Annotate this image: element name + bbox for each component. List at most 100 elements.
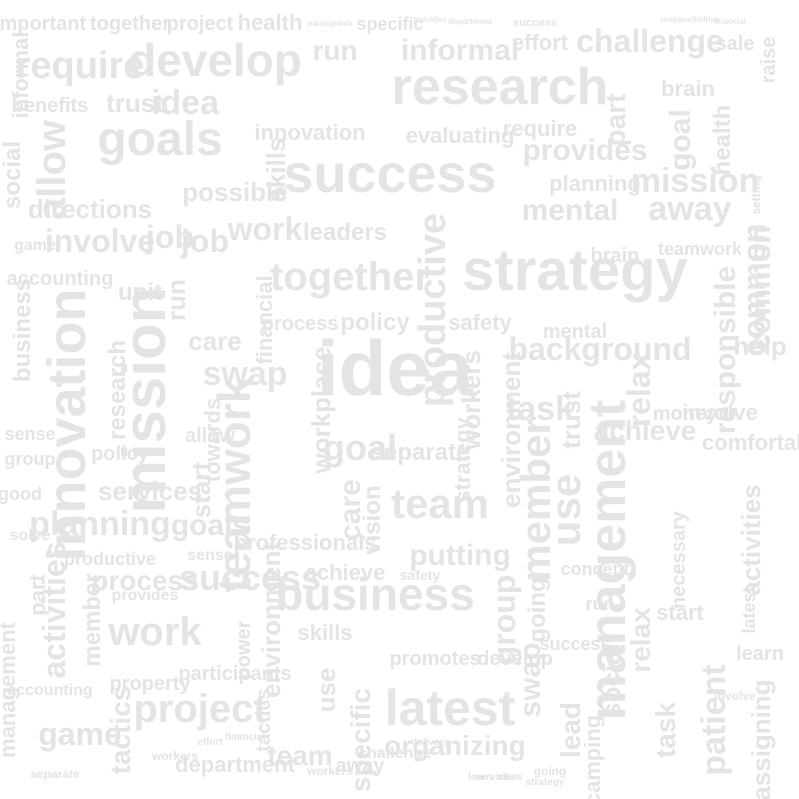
cloud-word: health <box>238 10 303 35</box>
cloud-word: safety <box>400 567 441 583</box>
cloud-word: delivery <box>411 737 449 748</box>
cloud-word: learn <box>468 772 492 783</box>
cloud-word: accounting <box>7 682 92 699</box>
cloud-word: success <box>179 557 321 598</box>
cloud-word: concept <box>560 559 629 579</box>
cloud-word: goals <box>171 509 249 542</box>
cloud-word: strategy <box>450 416 475 502</box>
cloud-word: property <box>109 673 191 695</box>
cloud-word: activities <box>736 484 766 595</box>
cloud-word: effort <box>512 30 569 55</box>
cloud-word: away <box>336 755 386 777</box>
cloud-word: separate <box>30 767 80 781</box>
cloud-word: use <box>542 474 589 546</box>
cloud-word: swap <box>514 642 547 717</box>
cloud-word: evaluating <box>406 123 515 148</box>
cloud-word: power <box>233 620 255 679</box>
cloud-word: teamwork <box>658 239 743 259</box>
cloud-word: financial <box>252 275 277 364</box>
cloud-word: towards <box>200 398 225 482</box>
cloud-word: specific <box>356 14 423 34</box>
cloud-word: member <box>512 418 559 581</box>
cloud-word: skills <box>261 137 291 202</box>
cloud-word: challenge <box>576 23 724 59</box>
cloud-word: unit <box>118 279 162 306</box>
cloud-word: start <box>656 600 704 625</box>
cloud-word: teamwork <box>208 377 260 592</box>
cloud-word: develop <box>477 648 553 670</box>
cloud-word: financial <box>714 17 746 26</box>
cloud-word: member <box>79 573 106 666</box>
cloud-word: success <box>539 634 610 654</box>
cloud-word: run <box>312 35 357 66</box>
cloud-word: away <box>648 190 731 228</box>
cloud-word: going <box>524 577 551 642</box>
cloud-word: mental <box>543 321 607 343</box>
cloud-word: job <box>145 219 194 255</box>
cloud-word: together <box>270 255 430 299</box>
cloud-word: policy <box>91 443 150 465</box>
cloud-word: work <box>227 211 303 247</box>
cloud-word: research <box>392 58 609 116</box>
cloud-word: workplace <box>306 346 336 474</box>
cloud-word: goal <box>323 427 397 468</box>
cloud-word: success <box>283 144 496 204</box>
cloud-word: business <box>275 568 474 620</box>
cloud-word: organizing <box>384 730 526 761</box>
cloud-word: planning <box>549 171 641 196</box>
cloud-word: involve <box>45 223 155 259</box>
cloud-word: department <box>175 752 295 777</box>
cloud-word: mission <box>111 287 178 514</box>
cloud-word: environment <box>256 542 286 698</box>
cloud-word: mental <box>522 194 619 227</box>
cloud-word: challenge <box>358 745 432 762</box>
cloud-word: tactics <box>105 686 136 775</box>
cloud-word: team <box>267 740 332 771</box>
cloud-word: leaders <box>303 219 387 246</box>
cloud-word: policy <box>340 309 410 336</box>
cloud-word: task <box>650 702 681 758</box>
cloud-word: project <box>167 13 234 35</box>
cloud-word: responsible <box>709 266 742 434</box>
cloud-word: services <box>475 772 515 783</box>
cloud-word: brain <box>661 76 715 101</box>
cloud-word: workers <box>456 350 486 451</box>
cloud-word: group <box>5 449 56 469</box>
cloud-word: allow <box>185 425 235 447</box>
cloud-word: common <box>744 225 777 350</box>
cloud-word: participants <box>178 663 291 685</box>
cloud-word: success <box>513 17 556 29</box>
cloud-word: innovation <box>37 289 97 562</box>
cloud-word: social <box>0 141 26 209</box>
cloud-word: background <box>508 331 691 367</box>
cloud-word: goals <box>97 113 222 166</box>
cloud-word: informal <box>401 34 519 67</box>
cloud-word: require <box>503 116 578 141</box>
cloud-word: team <box>391 480 489 527</box>
cloud-word: trust <box>556 391 586 449</box>
cloud-word: professionals <box>233 530 376 555</box>
cloud-word: workers <box>151 749 198 763</box>
cloud-word: important <box>0 13 86 35</box>
cloud-word: strategy <box>526 777 565 788</box>
cloud-word: services <box>98 476 202 506</box>
cloud-word: going <box>534 764 567 778</box>
cloud-word: achieve <box>594 415 697 446</box>
cloud-word: involve <box>714 689 756 703</box>
cloud-word: use <box>311 668 341 713</box>
cloud-word: start <box>186 461 216 518</box>
cloud-word: putting <box>409 539 511 572</box>
cloud-word: social <box>596 643 626 717</box>
cloud-word: department <box>448 17 492 26</box>
cloud-word: health <box>709 105 736 176</box>
cloud-word: care <box>188 326 242 356</box>
cloud-word: safety <box>448 310 512 335</box>
cloud-word: together <box>90 13 170 35</box>
cloud-word: planning <box>29 505 171 543</box>
cloud-word: game <box>38 716 122 752</box>
cloud-word: productive <box>64 549 156 569</box>
cloud-word: benefits <box>12 95 89 117</box>
cloud-word: part <box>25 574 50 616</box>
cloud-word: relax <box>621 352 657 427</box>
cloud-word: responsibilities <box>661 15 720 24</box>
